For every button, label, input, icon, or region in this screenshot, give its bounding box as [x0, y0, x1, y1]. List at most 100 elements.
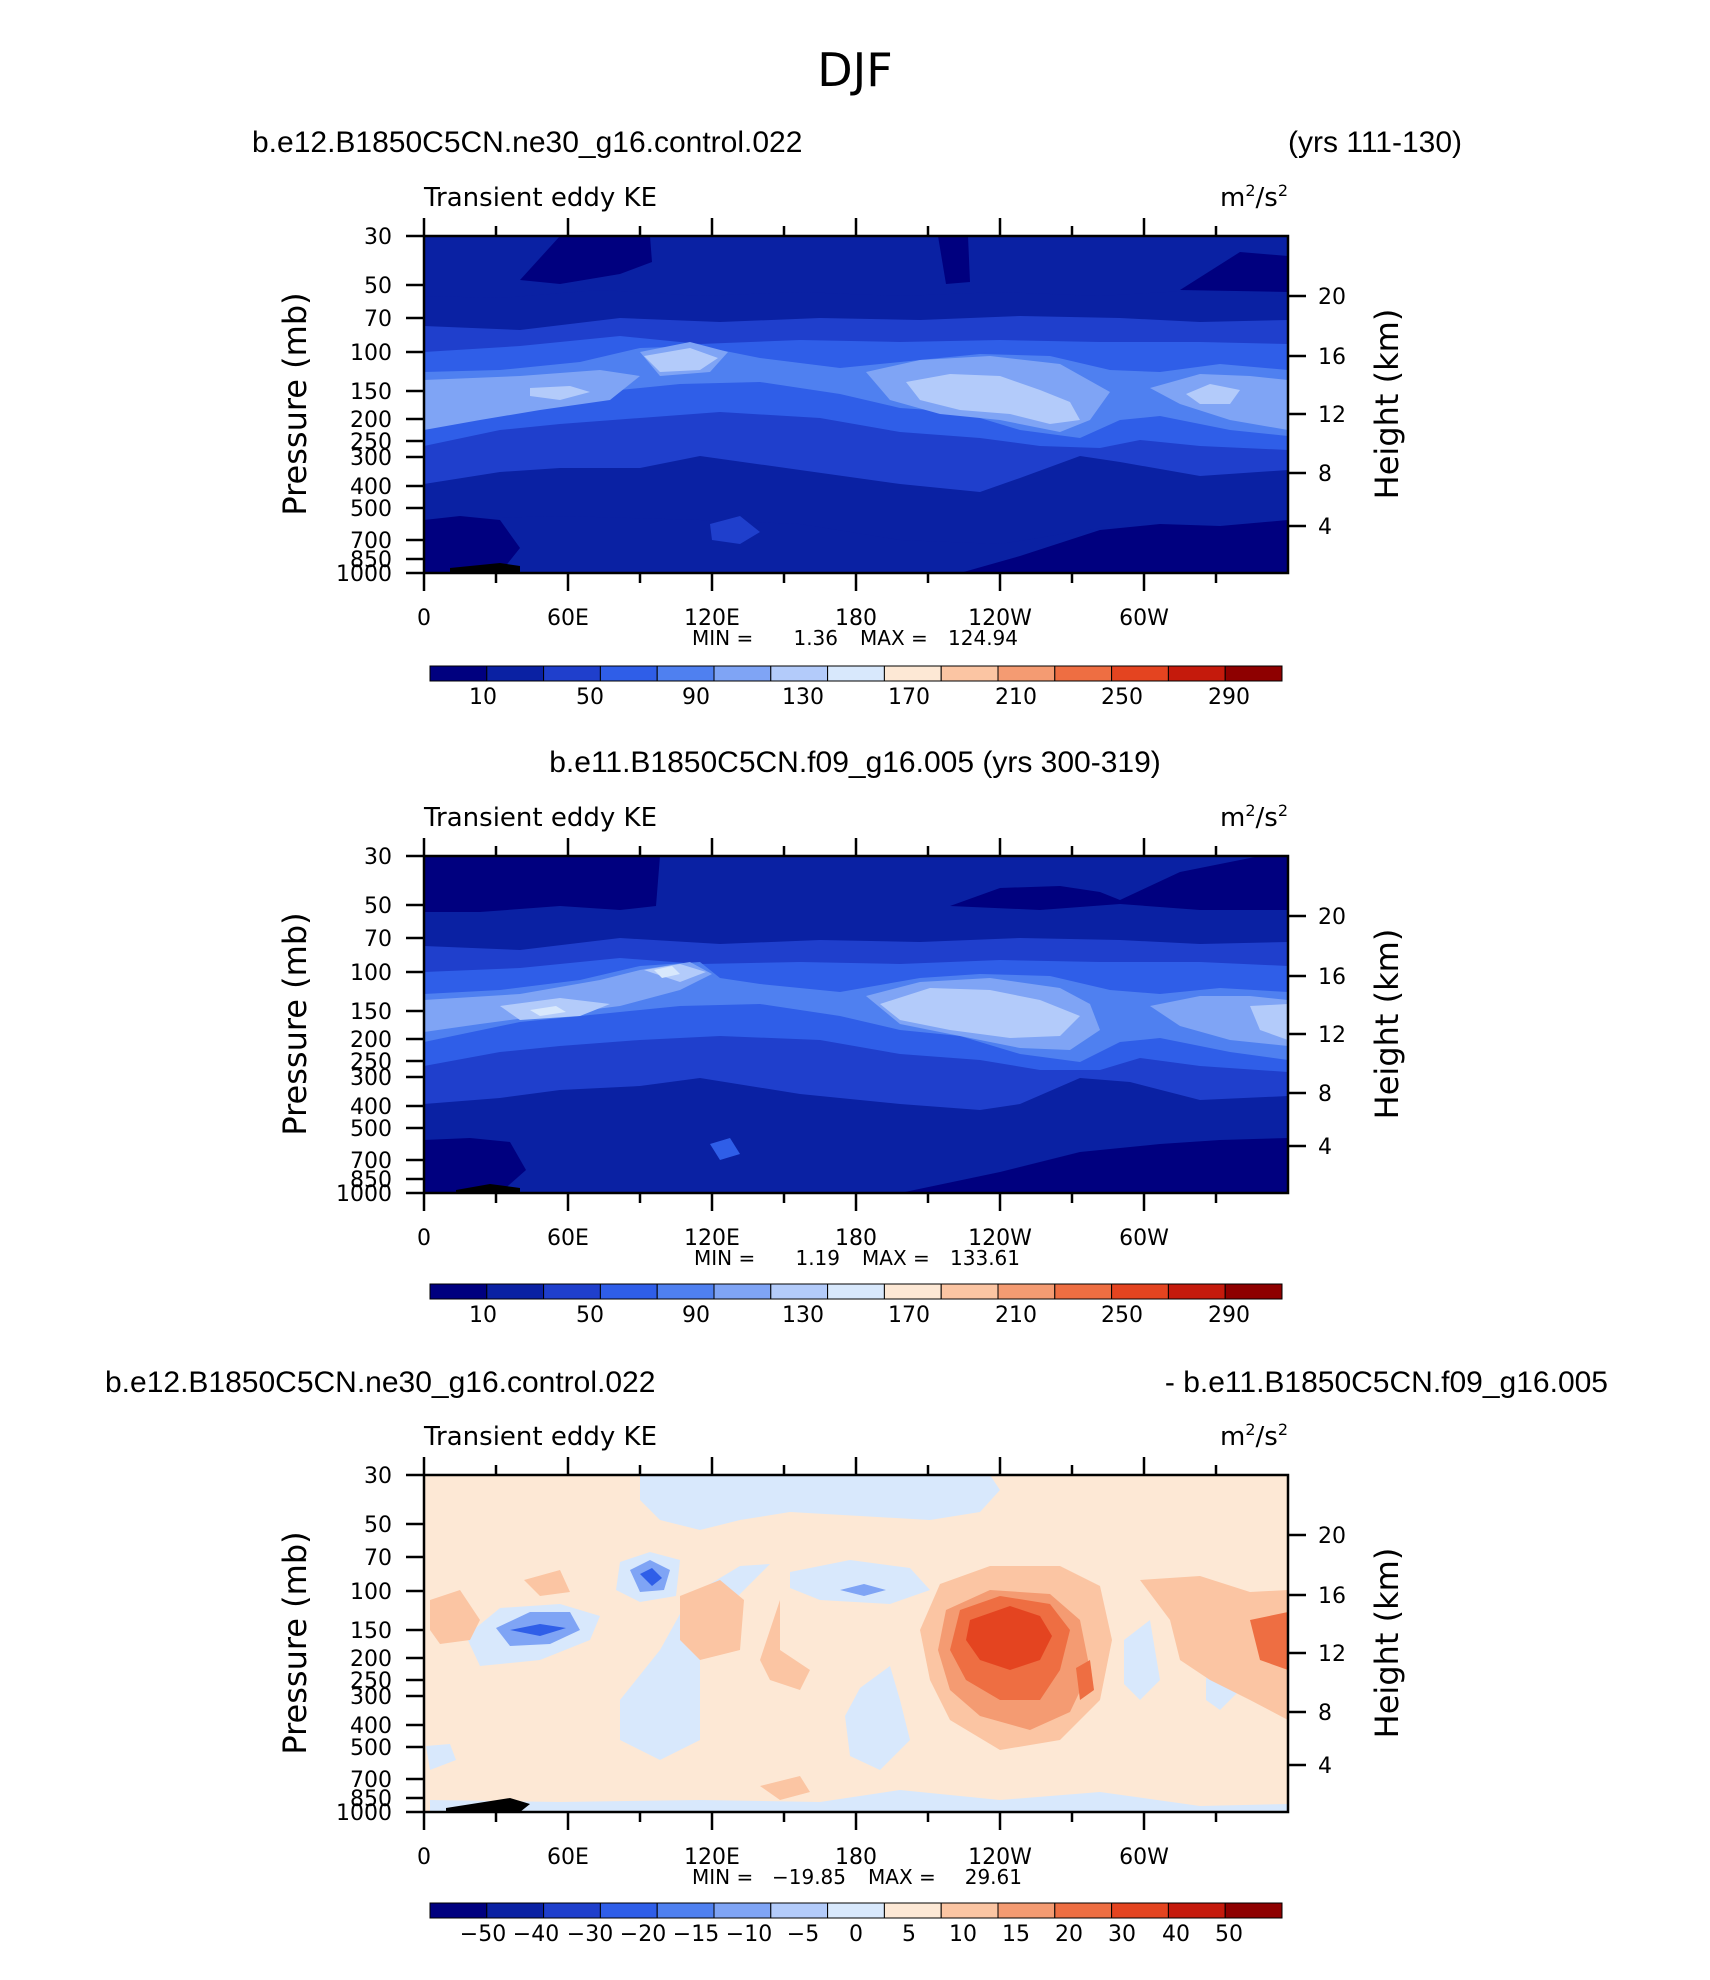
p2-min-value: 1.19	[795, 1246, 840, 1270]
panel2-ylabel-right: Height (km)	[1368, 929, 1406, 1120]
p3-yright-16: 16	[1318, 1584, 1346, 1609]
colorbar-swatch	[599, 665, 658, 682]
panel2-band-5c	[880, 988, 1080, 1038]
colorbar-swatch	[1167, 1283, 1226, 1300]
panel2-ylabel: Pressure (mb)	[276, 912, 314, 1135]
panel2-band-6b	[654, 966, 680, 978]
p3-cbar-m40: −40	[513, 1922, 559, 1947]
p2-cbar-170: 170	[888, 1303, 930, 1328]
panel1-dark-se	[960, 520, 1288, 573]
p1-yright-16: 16	[1318, 345, 1346, 370]
p3-cbar-50: 50	[1215, 1922, 1243, 1947]
p3-yright-12: 12	[1318, 1642, 1346, 1667]
p3-ytick-200: 200	[350, 1647, 392, 1672]
panel3-title-right: - b.e11.B1850C5CN.f09_g16.005	[1165, 1366, 1608, 1399]
p3-xtick-0: 0	[417, 1845, 431, 1870]
p3-cbar-m30: −30	[567, 1922, 613, 1947]
p1-cbar-250: 250	[1101, 685, 1143, 710]
colorbar-swatch	[770, 1902, 829, 1919]
panel3-blue-mid	[620, 1564, 770, 1760]
p2-cbar-90: 90	[682, 1303, 710, 1328]
p2-units-exp2: 2	[1278, 801, 1288, 820]
p1-max-label: MAX =	[860, 626, 928, 650]
p3-xtick-60w: 60W	[1119, 1845, 1169, 1870]
p2-cbar-250: 250	[1101, 1303, 1143, 1328]
panel3-yright-labels: 20 16 12 8 4	[1318, 1524, 1346, 1779]
colorbar-swatch	[883, 1902, 942, 1919]
p2-min-label: MIN =	[694, 1246, 755, 1270]
p3-ytick-50: 50	[364, 1513, 392, 1538]
p2-xtick-120e: 120E	[684, 1226, 740, 1251]
panel3-colorbar-labels: −50 −40 −30 −20 −15 −10 −5 0 5 10 15 20 …	[460, 1922, 1243, 1947]
panel1-contour-top-dark3	[1180, 252, 1288, 292]
p3-ytick-1000: 1000	[336, 1801, 392, 1826]
colorbar-swatch	[940, 1283, 999, 1300]
p3-cbar-20: 20	[1055, 1922, 1083, 1947]
panel3-red-right-core2	[1076, 1660, 1094, 1700]
p2-xtick-0: 0	[417, 1226, 431, 1251]
p2-xtick-120w: 120W	[968, 1226, 1032, 1251]
panel3-plot-area	[424, 1475, 1288, 1812]
panel2-dark-top-right	[950, 856, 1288, 910]
colorbar-swatch	[1224, 1902, 1283, 1919]
p2-xtick-60e: 60E	[547, 1226, 589, 1251]
colorbar-swatch	[1054, 1283, 1113, 1300]
colorbar-swatch	[770, 665, 829, 682]
panel3-blue-left-deep	[510, 1624, 566, 1636]
p1-xtick-0: 0	[417, 606, 431, 631]
panel3-red-small	[760, 1776, 810, 1800]
p1-ytick-400: 400	[350, 475, 392, 500]
p3-cbar-40: 40	[1162, 1922, 1190, 1947]
panel3-minmax: MIN = −19.85 MAX = 29.61	[692, 1865, 1022, 1889]
p3-cbar-m15: −15	[673, 1922, 719, 1947]
panel2: 30 50 70 100 150 200 250 300 400 500 700…	[276, 801, 1406, 1328]
panel2-units: m2/s2	[1220, 801, 1288, 833]
panel2-band-6a	[530, 1006, 566, 1016]
colorbar-swatch	[543, 665, 601, 682]
p1-max-value: 124.94	[948, 626, 1018, 650]
panel3-red-left3	[680, 1580, 744, 1660]
p3-yright-20: 20	[1318, 1524, 1346, 1549]
panel2-topography	[456, 1184, 520, 1193]
p3-cbar-m5: −5	[787, 1922, 819, 1947]
p2-ytick-300: 300	[350, 1066, 392, 1091]
p1-ytick-200: 200	[350, 408, 392, 433]
p3-max-value: 29.61	[965, 1865, 1022, 1889]
colorbar-swatch	[827, 1902, 885, 1919]
panel1-contour-top-dark2	[938, 236, 970, 284]
p1-cbar-130: 130	[782, 685, 824, 710]
panel2-x-labels: 0 60E 120E 180 120W 60W	[417, 1226, 1169, 1251]
colorbar-swatch	[543, 1283, 601, 1300]
p2-ytick-1000: 1000	[336, 1182, 392, 1207]
panel1-dark-sw	[424, 516, 520, 573]
panel2-dark-sw	[424, 1138, 526, 1193]
panel1-units: m2/s2	[1220, 181, 1288, 213]
p3-cbar-0: 0	[849, 1922, 863, 1947]
p3-cbar-m10: −10	[726, 1922, 772, 1947]
p2-units-sep: /s	[1256, 803, 1278, 833]
p2-yright-8: 8	[1318, 1082, 1332, 1107]
p1-ytick-70: 70	[364, 307, 392, 332]
p1-yright-12: 12	[1318, 403, 1346, 428]
p2-ytick-400: 400	[350, 1095, 392, 1120]
colorbar-swatch	[1224, 1283, 1283, 1300]
p3-min-label: MIN =	[692, 1865, 753, 1889]
p3-ytick-850: 850	[350, 1787, 392, 1812]
panel1-title-left: b.e12.B1850C5CN.ne30_g16.control.022	[252, 126, 802, 159]
colorbar-swatch	[827, 1283, 885, 1300]
p1-units-sep: /s	[1256, 183, 1278, 213]
panel3-y-labels: 30 50 70 100 150 200 250 300 400 500 700…	[336, 1464, 392, 1826]
panel1-band-5b	[530, 386, 590, 400]
p1-ytick-1000: 1000	[336, 562, 392, 587]
panel3-blue-center	[790, 1560, 930, 1604]
p1-cbar-90: 90	[682, 685, 710, 710]
colorbar-swatch	[656, 1283, 715, 1300]
p1-ytick-300: 300	[350, 446, 392, 471]
colorbar-swatch	[1224, 665, 1283, 682]
p2-ytick-100: 100	[350, 961, 392, 986]
colorbar-swatch	[827, 665, 885, 682]
p1-ytick-30: 30	[364, 225, 392, 250]
panel1-x-labels: 0 60E 120E 180 120W 60W	[417, 606, 1169, 631]
p1-xtick-60e: 60E	[547, 606, 589, 631]
